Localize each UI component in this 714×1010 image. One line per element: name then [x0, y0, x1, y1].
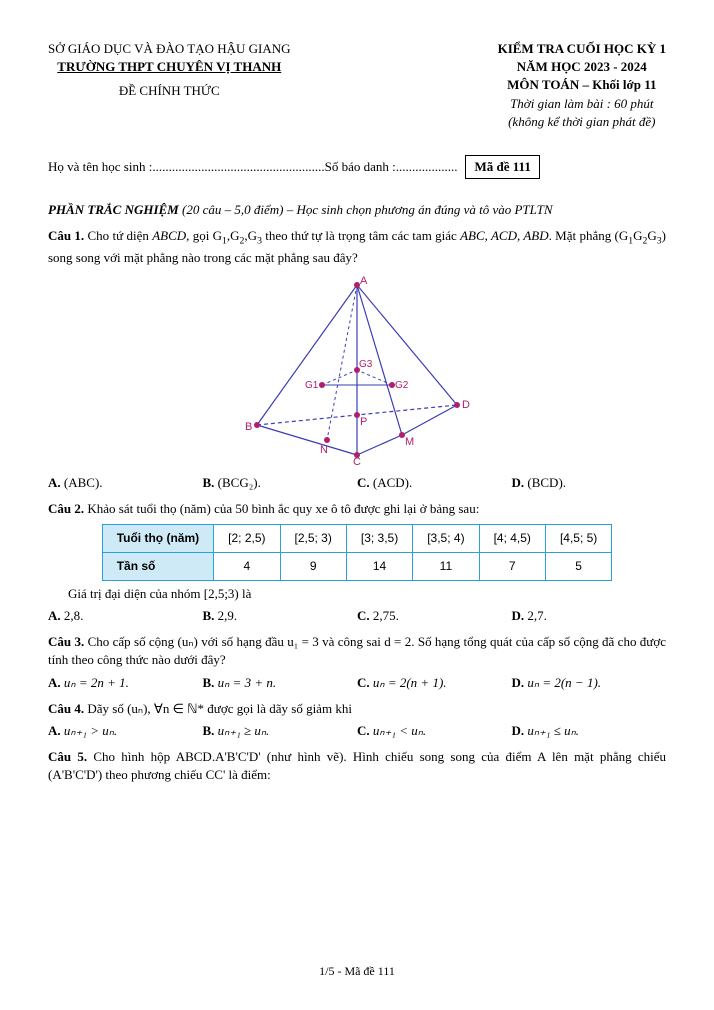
q1-text-b: , gọi G — [186, 228, 222, 243]
svg-text:G2: G2 — [395, 380, 409, 391]
q3-opt-a: uₙ = 2n + 1. — [64, 675, 129, 690]
q2-opt-c: 2,75. — [373, 608, 399, 623]
svg-text:G3: G3 — [359, 359, 373, 370]
q2-text: Khảo sát tuổi thọ (năm) của 50 bình ắc q… — [84, 501, 479, 516]
q4-text: Dãy số (uₙ), ∀n ∈ ℕ* được gọi là dãy số … — [84, 701, 352, 716]
q2-col-0: [2; 2,5) — [214, 525, 280, 553]
exam-code-box: Mã đề 111 — [465, 155, 539, 179]
q4-options: A. uₙ₊₁ > uₙ. B. uₙ₊₁ ≥ uₙ. C. uₙ₊₁ < uₙ… — [48, 722, 666, 740]
q2-after: Giá trị đại diện của nhóm [2,5;3) là — [68, 585, 666, 603]
q2-col-5: [4,5; 5) — [545, 525, 611, 553]
header-left: SỞ GIÁO DỤC VÀ ĐÀO TẠO HẬU GIANG TRƯỜNG … — [48, 40, 291, 131]
svg-text:G1: G1 — [305, 380, 319, 391]
question-2: Câu 2. Khảo sát tuổi thọ (năm) của 50 bì… — [48, 500, 666, 518]
q4-opt-a: uₙ₊₁ > uₙ. — [64, 723, 117, 738]
id-dots: ................... — [396, 158, 458, 176]
q1-opt-a: (ABC). — [64, 475, 103, 490]
q3-opt-b: uₙ = 3 + n. — [218, 675, 276, 690]
exam-page: SỞ GIÁO DỤC VÀ ĐÀO TẠO HẬU GIANG TRƯỜNG … — [0, 0, 714, 1010]
question-3: Câu 3. Cho cấp số cộng (uₙ) với số hạng … — [48, 633, 666, 669]
svg-text:M: M — [405, 436, 414, 448]
exam-title: KIỂM TRA CUỐI HỌC KỲ 1 — [498, 40, 666, 58]
q1-text-d: . Mặt phẳng (G — [549, 228, 629, 243]
svg-text:C: C — [353, 456, 361, 465]
q4-opt-c: uₙ₊₁ < uₙ. — [373, 723, 426, 738]
q3-label: Câu 3. — [48, 634, 84, 649]
section-mc-title: PHẦN TRẮC NGHIỆM (20 câu – 5,0 điểm) – H… — [48, 201, 666, 219]
svg-text:N: N — [320, 444, 328, 456]
q2-opt-b: 2,9. — [218, 608, 238, 623]
exam-note: (không kể thời gian phát đề) — [498, 113, 666, 131]
q1-opt-b: (BCG₂). — [218, 475, 261, 490]
id-label: Số báo danh : — [325, 158, 396, 176]
exam-year: NĂM HỌC 2023 - 2024 — [498, 58, 666, 76]
question-4: Câu 4. Dãy số (uₙ), ∀n ∈ ℕ* được gọi là … — [48, 700, 666, 718]
q1-text-a: Cho tứ diện — [84, 228, 152, 243]
q5-text: Cho hình hộp ABCD.A'B'C'D' (như hình vẽ)… — [48, 749, 666, 782]
q5-label: Câu 5. — [48, 749, 87, 764]
q2-col-1: [2,5; 3) — [280, 525, 346, 553]
q4-opt-b: uₙ₊₁ ≥ uₙ. — [218, 723, 270, 738]
svg-text:B: B — [245, 421, 252, 433]
q2-col-2: [3; 3,5) — [346, 525, 412, 553]
q1-text-c: theo thứ tự là trọng tâm các tam giác — [262, 228, 460, 243]
tetrahedron-svg: A B C D M N P G1 G2 G3 — [227, 275, 487, 465]
svg-text:A: A — [360, 275, 368, 287]
question-1: Câu 1. Cho tứ diện ABCD, gọi G1,G2,G3 th… — [48, 227, 666, 266]
school-line: TRƯỜNG THPT CHUYÊN VỊ THANH — [48, 58, 291, 76]
q2-options: A. 2,8. B. 2,9. C. 2,75. D. 2,7. — [48, 607, 666, 625]
q4-label: Câu 4. — [48, 701, 84, 716]
svg-text:P: P — [360, 416, 367, 428]
official-line: ĐỀ CHÍNH THỨC — [48, 82, 291, 100]
q1-opt-d: (BCD). — [527, 475, 566, 490]
q2-f-5: 5 — [545, 553, 611, 581]
page-footer: 1/5 - Mã đề 111 — [0, 963, 714, 980]
q2-table: Tuổi thọ (năm) [2; 2,5) [2,5; 3) [3; 3,5… — [102, 524, 613, 581]
q1-options: A. (ABC). B. (BCG₂). C. (ACD). D. (BCD). — [48, 474, 666, 492]
q3-options: A. uₙ = 2n + 1. B. uₙ = 3 + n. C. uₙ = 2… — [48, 674, 666, 692]
name-dots: ........................................… — [152, 158, 324, 176]
section-mc-hint: (20 câu – 5,0 điểm) – Học sinh chọn phươ… — [179, 202, 553, 217]
q1-label: Câu 1. — [48, 228, 84, 243]
q2-f-2: 14 — [346, 553, 412, 581]
q2-f-4: 7 — [479, 553, 545, 581]
q2-col-3: [3,5; 4) — [413, 525, 479, 553]
header-right: KIỂM TRA CUỐI HỌC KỲ 1 NĂM HỌC 2023 - 20… — [498, 40, 666, 131]
q2-opt-a: 2,8. — [64, 608, 84, 623]
q1-opt-c: (ACD). — [373, 475, 412, 490]
exam-subject: MÔN TOÁN – Khối lớp 11 — [498, 76, 666, 94]
q2-f-0: 4 — [214, 553, 280, 581]
q2-f-1: 9 — [280, 553, 346, 581]
q2-opt-d: 2,7. — [527, 608, 547, 623]
name-label: Họ và tên học sinh : — [48, 158, 152, 176]
q2-f-3: 11 — [413, 553, 479, 581]
q2-row1-head: Tuổi thọ (năm) — [102, 525, 213, 553]
q2-label: Câu 2. — [48, 501, 84, 516]
q3-opt-c: uₙ = 2(n + 1). — [373, 675, 447, 690]
q1-figure: A B C D M N P G1 G2 G3 — [48, 275, 666, 470]
student-info-row: Họ và tên học sinh : ...................… — [48, 155, 666, 179]
q2-row2-head: Tần số — [102, 553, 213, 581]
q3-text: Cho cấp số cộng (uₙ) với số hạng đầu u₁ … — [48, 634, 666, 667]
header: SỞ GIÁO DỤC VÀ ĐÀO TẠO HẬU GIANG TRƯỜNG … — [48, 40, 666, 131]
section-mc-name: PHẦN TRẮC NGHIỆM — [48, 202, 179, 217]
q2-col-4: [4; 4,5) — [479, 525, 545, 553]
q3-opt-d: uₙ = 2(n − 1). — [527, 675, 601, 690]
question-5: Câu 5. Cho hình hộp ABCD.A'B'C'D' (như h… — [48, 748, 666, 784]
dept-line: SỞ GIÁO DỤC VÀ ĐÀO TẠO HẬU GIANG — [48, 40, 291, 58]
exam-duration: Thời gian làm bài : 60 phút — [498, 95, 666, 113]
q1-tris: ABC, ACD, ABD — [460, 228, 549, 243]
q1-abcd: ABCD — [152, 228, 186, 243]
svg-text:D: D — [462, 399, 470, 411]
q4-opt-d: uₙ₊₁ ≤ uₙ. — [527, 723, 579, 738]
